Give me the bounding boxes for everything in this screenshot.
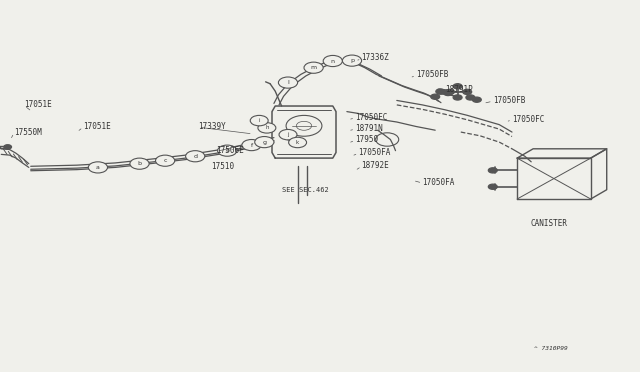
Circle shape: [250, 115, 268, 126]
Text: 17950: 17950: [355, 135, 378, 144]
Text: 17050FC: 17050FC: [355, 113, 388, 122]
Text: 17506E: 17506E: [216, 146, 244, 155]
Text: 18791N: 18791N: [355, 124, 383, 133]
Text: k: k: [296, 140, 300, 145]
Text: 17050FC: 17050FC: [512, 115, 545, 124]
Circle shape: [472, 97, 481, 102]
Circle shape: [342, 55, 362, 66]
Circle shape: [488, 168, 497, 173]
Circle shape: [289, 137, 307, 148]
Text: l: l: [287, 80, 289, 85]
Text: 17050FA: 17050FA: [422, 178, 455, 187]
Circle shape: [304, 62, 323, 73]
Text: d: d: [193, 154, 197, 159]
Circle shape: [453, 84, 462, 89]
Text: CANISTER: CANISTER: [531, 219, 568, 228]
Text: ^ 7310P99: ^ 7310P99: [534, 346, 567, 352]
Text: 17510: 17510: [211, 162, 234, 171]
Circle shape: [186, 151, 205, 162]
Text: f: f: [250, 142, 253, 148]
Text: 18792E: 18792E: [362, 161, 389, 170]
Text: SEE SEC.462: SEE SEC.462: [282, 187, 328, 193]
Circle shape: [258, 123, 276, 133]
Text: a: a: [96, 165, 100, 170]
Circle shape: [242, 140, 261, 151]
Circle shape: [488, 184, 497, 189]
Text: 17339Y: 17339Y: [198, 122, 226, 131]
Circle shape: [88, 162, 108, 173]
Circle shape: [453, 95, 462, 100]
Text: 18791P: 18791P: [445, 85, 472, 94]
Text: e: e: [225, 148, 229, 153]
Text: 17050FA: 17050FA: [358, 148, 391, 157]
Text: g: g: [262, 140, 266, 145]
Text: c: c: [163, 158, 167, 163]
Text: h: h: [265, 125, 269, 131]
Circle shape: [255, 137, 274, 148]
Circle shape: [463, 89, 472, 94]
Circle shape: [466, 95, 475, 100]
Circle shape: [431, 94, 440, 99]
Text: 17050FB: 17050FB: [416, 70, 449, 79]
Text: i: i: [259, 118, 260, 123]
Text: 17051E: 17051E: [24, 100, 52, 109]
Text: j: j: [287, 132, 289, 137]
Circle shape: [445, 89, 454, 94]
Circle shape: [218, 145, 237, 156]
Text: 17050FB: 17050FB: [493, 96, 525, 105]
Text: 17336Z: 17336Z: [362, 53, 389, 62]
Text: 17550M: 17550M: [14, 128, 42, 137]
Circle shape: [279, 129, 297, 140]
Text: m: m: [310, 65, 317, 70]
Circle shape: [444, 90, 452, 96]
Circle shape: [323, 55, 342, 67]
Circle shape: [436, 89, 445, 94]
Text: n: n: [331, 58, 335, 64]
Text: p: p: [350, 58, 354, 63]
Text: b: b: [138, 161, 141, 166]
Circle shape: [156, 155, 175, 166]
Circle shape: [130, 158, 149, 169]
Circle shape: [278, 77, 298, 88]
Text: 17051E: 17051E: [83, 122, 111, 131]
Circle shape: [4, 145, 12, 149]
